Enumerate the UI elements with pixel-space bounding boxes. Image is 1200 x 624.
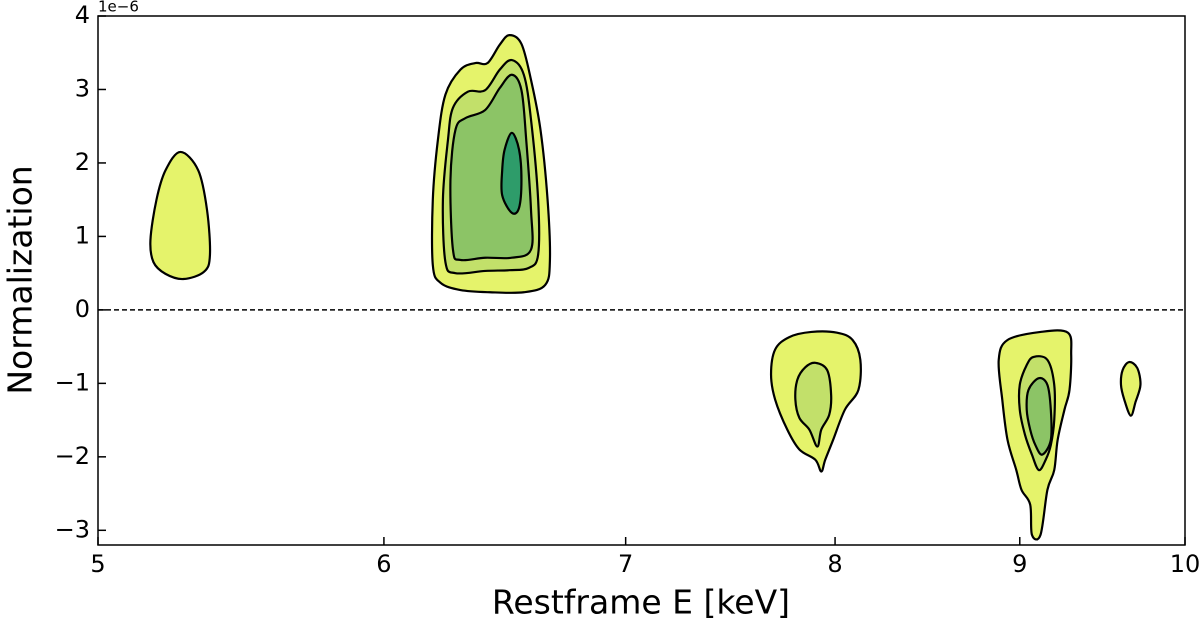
- contour-region: [794, 361, 833, 448]
- contour-region: [500, 131, 523, 215]
- y-tick-label: 3: [75, 74, 90, 102]
- y-axis-label: Normalization: [1, 165, 40, 394]
- y-tick-label: −3: [55, 515, 90, 543]
- x-tick-label: 6: [376, 550, 391, 578]
- y-tick-label: 0: [75, 295, 90, 323]
- x-tick-label: 7: [618, 550, 633, 578]
- x-tick-label: 8: [827, 550, 842, 578]
- y-tick-label: 1: [75, 221, 90, 249]
- y-tick-label: 4: [75, 1, 90, 29]
- x-tick-label: 9: [1012, 550, 1027, 578]
- contour-region: [1025, 376, 1053, 456]
- x-axis-label: Restframe E [keV]: [492, 583, 790, 622]
- x-tick-label: 5: [90, 550, 105, 578]
- y-offset-label: 1e−6: [98, 0, 139, 16]
- y-tick-label: −1: [55, 368, 90, 396]
- plot-frame: [97, 15, 1186, 546]
- y-tick-label: 2: [75, 148, 90, 176]
- x-tick-label: 10: [1170, 550, 1200, 578]
- contour-region: [1119, 360, 1142, 417]
- y-tick-label: −2: [55, 442, 90, 470]
- contour-region: [149, 150, 212, 281]
